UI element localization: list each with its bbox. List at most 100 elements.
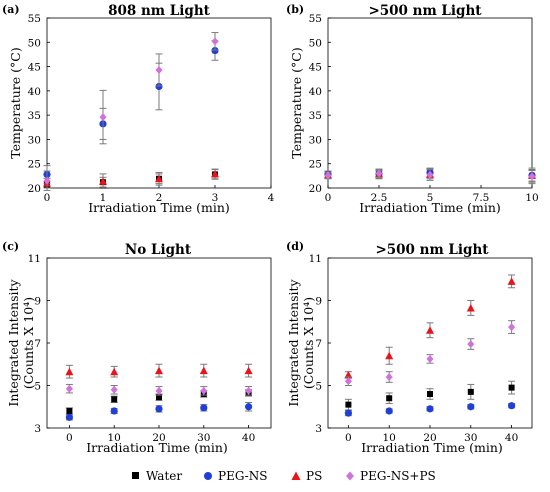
panel-c-y-tick-label: 5	[34, 381, 41, 393]
panel-a-point-ps	[155, 174, 163, 183]
panel-b: (b) >500 nm Light 0 2.5 5 7.5 10 20 25 30 35 40 45 50…	[286, 3, 539, 215]
legend-label-ps: PS	[306, 469, 322, 483]
panel-d-point-peg-ns	[508, 402, 516, 410]
panel-d-point-water	[508, 384, 515, 391]
panel-b-y-axis-label: Temperature (°C)	[289, 47, 304, 158]
panel-d-point-peg-ns-ps	[426, 354, 434, 363]
panel-c-series-ps	[65, 363, 253, 379]
panel-c-point-water	[66, 408, 73, 414]
panel-a-series-ps	[43, 168, 219, 189]
panel-c-letter: (c)	[2, 240, 19, 253]
panel-c-point-peg-ns-ps	[65, 384, 73, 393]
panel-c-x-axis-label: Irradiation Time (min)	[86, 440, 228, 455]
panel-d-series-peg-ns	[344, 402, 516, 417]
panel-c-point-ps	[244, 366, 253, 375]
panel-c-y-tick-label: 9	[34, 296, 41, 308]
panel-b-x-axis-label: Irradiation Time (min)	[359, 200, 501, 215]
panel-b-x-tick-label: 5	[427, 192, 434, 204]
panel-c-point-peg-ns-ps	[110, 385, 118, 394]
panel-d-x-tick-label: 10	[383, 432, 396, 444]
panel-b-y-tick-label: 30	[309, 134, 322, 146]
panel-d-point-ps	[507, 277, 516, 285]
panel-a-y-tick-label: 30	[28, 134, 41, 146]
panel-c-title: No Light	[125, 242, 192, 258]
panel-a-x-tick-label: 3	[212, 192, 219, 204]
panel-b-y-tick-label: 50	[309, 37, 322, 49]
panel-d-y-axis-label-line: (Counts X 10⁴)	[301, 297, 316, 389]
panel-a-x-tick-label: 0	[44, 192, 51, 204]
panel-a-point-peg-ns-ps	[99, 113, 107, 122]
panel-c-point-ps	[110, 367, 119, 376]
panel-a-point-ps	[211, 169, 219, 178]
panel-c-point-peg-ns-ps	[200, 386, 208, 395]
legend-item-ps: PS	[291, 469, 322, 483]
panel-c-point-ps	[199, 366, 208, 375]
panel-b-x-tick-label: 10	[525, 192, 538, 204]
legend-marker-peg-ns	[204, 472, 212, 480]
panel-a-point-ps	[99, 177, 107, 185]
panel-b-y-tick-label: 55	[309, 13, 322, 25]
panel-c-x-tick-label: 20	[152, 432, 165, 444]
panel-c-x-tick-label: 10	[108, 432, 121, 444]
panel-a-point-peg-ns-ps	[155, 65, 163, 74]
panel-c-y-axis-label: Integrated Intensity(Counts X 10⁴)	[6, 278, 36, 406]
panel-d-point-water	[467, 388, 474, 395]
panel-d-y-tick-label: 3	[315, 423, 322, 435]
panel-a-series-water	[43, 169, 219, 189]
legend-item-peg-ns: PEG-NS	[204, 469, 267, 483]
panel-b-x-tick-label: 7.5	[473, 192, 490, 204]
panel-a-y-tick-label: 25	[28, 159, 41, 171]
panel-a-title: 808 nm Light	[108, 3, 211, 19]
panel-d-x-tick-label: 30	[464, 432, 477, 444]
panel-b-series-peg-ns-ps	[324, 169, 536, 183]
panel-d-point-peg-ns-ps	[467, 340, 475, 349]
panel-d-point-ps	[385, 351, 394, 360]
panel-b-letter: (b)	[286, 3, 304, 16]
panel-a-series-peg-ns-ps	[43, 32, 219, 191]
panel-c-point-peg-ns	[110, 407, 118, 415]
panel-a-point-peg-ns-ps	[211, 37, 219, 46]
panel-a-x-axis-label: Irradiation Time (min)	[88, 200, 230, 215]
legend-label-peg-ns: PEG-NS	[218, 469, 267, 483]
panel-b-plot-frame	[327, 17, 533, 189]
panel-c-point-ps	[65, 367, 74, 376]
panel-b-point-peg-ns-ps	[426, 170, 434, 179]
panel-d-x-tick-label: 40	[505, 432, 518, 444]
panel-b-point-peg-ns-ps	[324, 171, 332, 180]
panel-d-point-water	[386, 395, 393, 402]
panel-c-x-tick-label: 40	[242, 432, 255, 444]
panel-c-point-peg-ns-ps	[245, 386, 253, 395]
legend-item-peg-ns-ps: PEG-NS+PS	[346, 469, 436, 483]
panel-a-y-tick-label: 40	[28, 86, 41, 98]
panel-d-series-water	[344, 380, 516, 411]
panel-d-y-axis-label-line: Integrated Intensity	[286, 278, 301, 406]
panel-d-y-tick-label: 7	[315, 338, 322, 350]
panel-d-y-tick-label: 9	[315, 296, 322, 308]
panel-c-y-tick-label: 3	[34, 423, 41, 435]
panel-a-x-tick-label: 4	[268, 192, 275, 204]
panel-c-plot-frame	[46, 257, 272, 429]
panel-d-point-peg-ns	[426, 405, 434, 413]
panel-b-point-peg-ns-ps	[375, 169, 383, 178]
panel-d-x-tick-label: 0	[345, 432, 352, 444]
panel-d-point-water	[345, 401, 352, 408]
panel-b-y-tick-label: 20	[309, 183, 322, 195]
legend-label-water: Water	[146, 469, 182, 483]
panel-c-point-water	[111, 396, 118, 403]
panel-a-y-tick-label: 20	[28, 183, 41, 195]
panel-c-y-axis-label-line: Integrated Intensity	[6, 278, 21, 406]
panel-d-title: >500 nm Light	[375, 242, 489, 258]
legend-marker-peg-ns-ps	[346, 471, 354, 481]
panel-c-series-peg-ns-ps	[65, 383, 253, 396]
panel-c-x-tick-label: 0	[66, 432, 73, 444]
panel-b-point-peg-ns-ps	[528, 172, 536, 181]
legend-marker-water	[132, 472, 139, 479]
panel-a-y-tick-label: 35	[28, 110, 41, 122]
panel-a-y-axis-label: Temperature (°C)	[8, 47, 23, 158]
panel-b-y-tick-label: 45	[309, 62, 322, 74]
panel-c: (c) No Light 0 10 20 30 40 3 5 7 9 11 Irradiation Ti…	[2, 240, 272, 455]
panel-b-y-tick-label: 40	[309, 86, 322, 98]
panel-c-point-peg-ns	[200, 404, 208, 412]
legend: Water PEG-NS PS PEG-NS+PS	[132, 469, 436, 483]
